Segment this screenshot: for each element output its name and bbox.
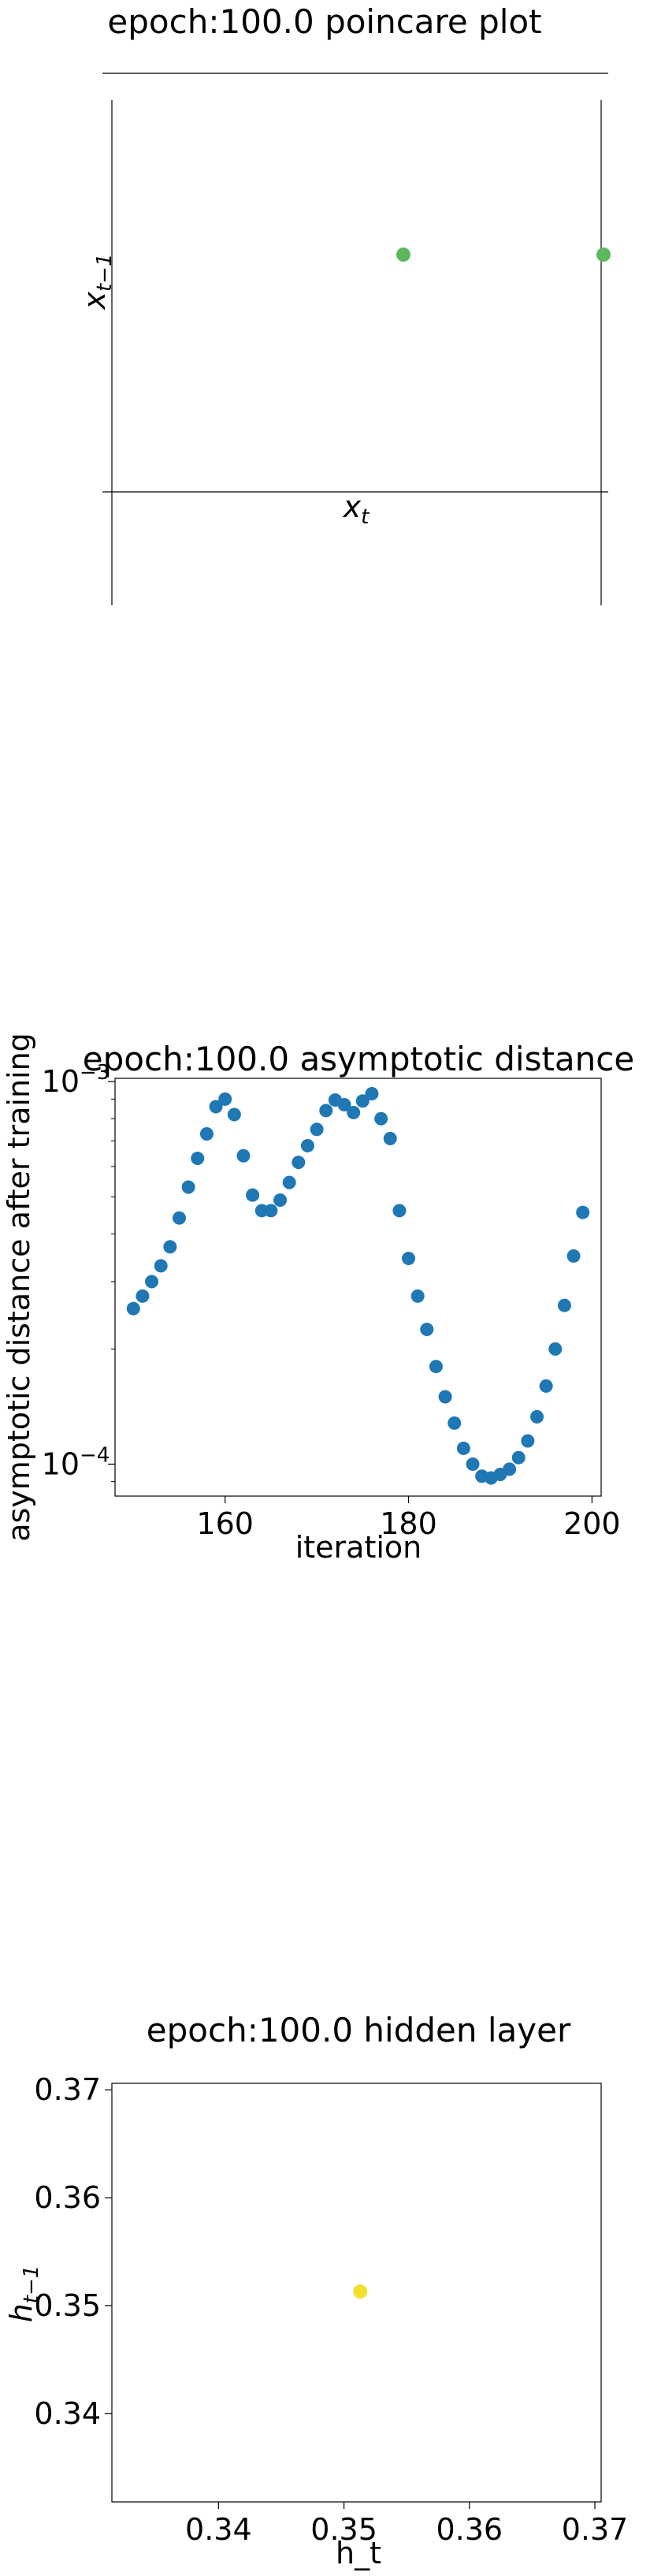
data-point xyxy=(503,1462,517,1476)
hidden-layer-title: epoch:100.0 hidden layer xyxy=(147,2011,571,2049)
y-tick-label: 0.34 xyxy=(34,2396,101,2431)
data-point xyxy=(218,1092,232,1106)
x-tick-label: 0.35 xyxy=(310,2512,377,2547)
x-tick-label: 180 xyxy=(380,1506,437,1541)
poincare-point xyxy=(596,248,611,262)
data-point xyxy=(530,1409,544,1424)
data-point xyxy=(319,1104,333,1118)
data-point xyxy=(429,1360,443,1374)
asymptotic-distance-points xyxy=(126,1086,590,1485)
hidden-layer-points xyxy=(353,2284,368,2299)
data-point xyxy=(576,1205,590,1219)
data-point xyxy=(347,1105,361,1119)
y-tick-label: 0.36 xyxy=(34,2180,101,2215)
y-tick-label: 0.35 xyxy=(34,2288,101,2323)
data-point xyxy=(300,1138,314,1152)
poincare-plot-panel: epoch:100.0 poincare plot xt xt−1 xyxy=(77,2,611,605)
data-point xyxy=(310,1122,324,1137)
data-point xyxy=(539,1379,553,1393)
data-point xyxy=(199,1127,214,1141)
data-point xyxy=(273,1193,288,1208)
data-point xyxy=(383,1131,397,1145)
x-tick-label: 200 xyxy=(563,1506,621,1541)
x-tick-label: 160 xyxy=(196,1506,254,1541)
data-point xyxy=(264,1204,278,1218)
asymptotic-distance-y-ticks: 10−4 10−3 xyxy=(42,1061,115,1483)
data-point xyxy=(191,1152,205,1166)
hidden-layer-x-axis-label: h_t xyxy=(336,2536,381,2570)
data-point xyxy=(466,1457,480,1471)
asymptotic-distance-title: epoch:100.0 asymptotic distance xyxy=(83,1040,634,1078)
asymptotic-distance-x-ticks: 160 180 200 xyxy=(196,1496,621,1541)
data-point xyxy=(246,1188,260,1202)
data-point xyxy=(456,1441,470,1455)
asymptotic-distance-y-axis-label: asymptotic distance after training xyxy=(2,1033,36,1542)
poincare-plot-title: epoch:100.0 poincare plot xyxy=(107,2,541,41)
data-point xyxy=(209,1100,223,1114)
data-point xyxy=(521,1434,535,1448)
y-tick-label: 0.37 xyxy=(34,2072,101,2107)
hidden-layer-panel: epoch:100.0 hidden layer h_t ht−1 0.34 0.… xyxy=(4,2011,628,2570)
hidden-layer-plot-area xyxy=(111,2083,602,2503)
y-tick-label: 10−3 xyxy=(42,1061,110,1099)
data-point xyxy=(337,1098,351,1112)
data-point xyxy=(254,1204,269,1218)
data-point xyxy=(410,1289,425,1303)
poincare-point xyxy=(396,248,410,262)
asymptotic-distance-plot-area xyxy=(114,1078,602,1497)
data-point xyxy=(548,1342,563,1356)
data-point xyxy=(292,1156,306,1170)
data-point xyxy=(136,1289,150,1303)
data-point xyxy=(392,1204,407,1218)
data-point xyxy=(154,1259,168,1273)
data-point xyxy=(420,1323,434,1337)
data-point xyxy=(365,1086,379,1100)
x-tick-label: 0.37 xyxy=(562,2512,629,2547)
x-tick-label: 0.36 xyxy=(436,2512,503,2547)
data-point xyxy=(163,1240,177,1254)
data-point xyxy=(402,1251,416,1265)
data-point xyxy=(374,1111,388,1126)
data-point xyxy=(566,1249,581,1263)
hidden-layer-y-ticks: 0.34 0.35 0.36 0.37 xyxy=(34,2072,112,2431)
data-point xyxy=(172,1211,186,1225)
data-point xyxy=(353,2284,368,2299)
poincare-x-axis-label: xt xyxy=(343,490,370,529)
asymptotic-distance-panel: epoch:100.0 asymptotic distance iteratio… xyxy=(2,1033,634,1565)
data-point xyxy=(557,1298,571,1312)
hidden-layer-x-ticks: 0.34 0.35 0.36 0.37 xyxy=(185,2502,628,2547)
data-point xyxy=(145,1275,159,1289)
data-point xyxy=(126,1301,140,1316)
poincare-y-axis-label: xt−1 xyxy=(77,253,117,310)
data-point xyxy=(448,1416,462,1430)
asymptotic-distance-x-axis-label: iteration xyxy=(295,1530,422,1565)
data-point xyxy=(282,1175,296,1189)
data-point xyxy=(355,1094,370,1108)
data-point xyxy=(236,1148,251,1163)
data-point xyxy=(438,1390,452,1404)
x-tick-label: 0.34 xyxy=(185,2512,252,2547)
data-point xyxy=(181,1180,195,1194)
data-point xyxy=(511,1450,526,1465)
data-point xyxy=(227,1107,241,1122)
y-tick-label: 10−4 xyxy=(42,1443,110,1481)
